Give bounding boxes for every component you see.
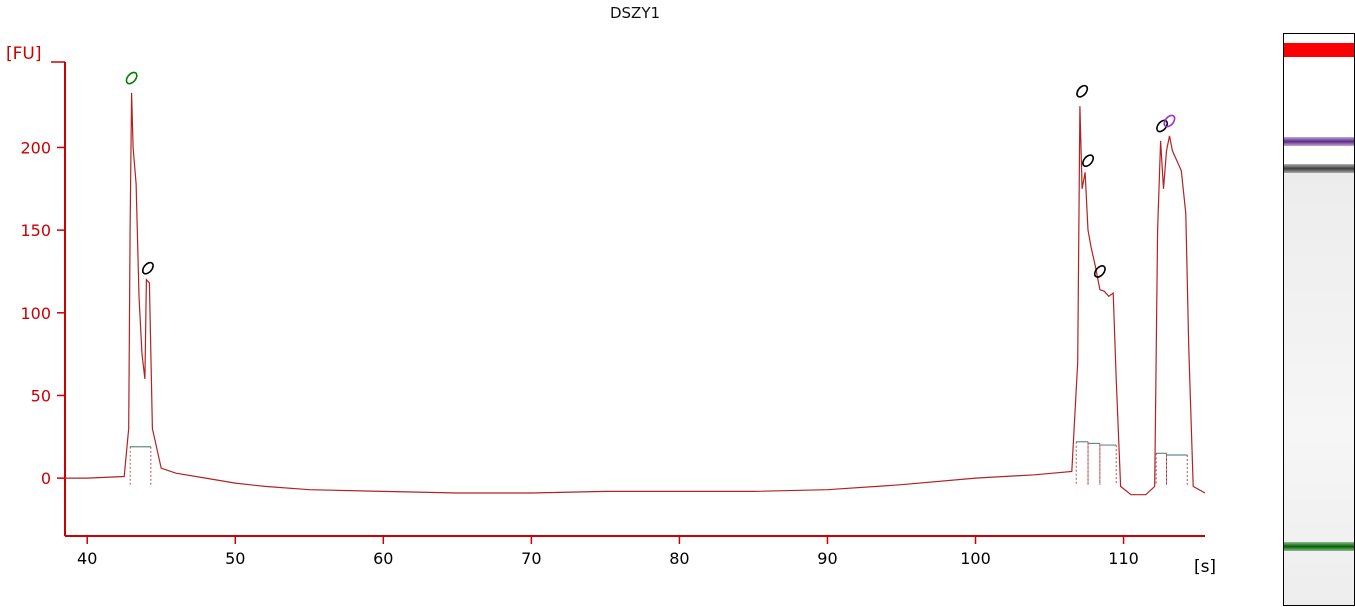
gel-band xyxy=(1284,43,1354,57)
axes-group xyxy=(51,61,1205,544)
gel-band xyxy=(1284,164,1354,173)
chart-title: DSZY1 xyxy=(609,4,661,22)
x-tick-label: 110 xyxy=(1108,549,1139,568)
electropherogram-plot: 0 50 100 150 200 40 50 60 70 80 90 100 110 [FU] [s] xyxy=(6,44,1216,577)
y-tick-label: 50 xyxy=(31,386,51,405)
peak-marker xyxy=(125,71,138,85)
gel-lane-image xyxy=(1283,33,1355,606)
y-tick-label: 0 xyxy=(41,469,51,488)
x-tick-label: 70 xyxy=(521,549,541,568)
trace-group xyxy=(65,92,1206,496)
x-axis-label: [s] xyxy=(1194,557,1216,577)
peak-marker xyxy=(1082,154,1095,168)
x-tick-label: 40 xyxy=(77,549,97,568)
peak-marker xyxy=(141,261,154,275)
peak-marker xyxy=(1093,265,1106,278)
peak-marker xyxy=(1076,84,1089,98)
axis-labels: 0 50 100 150 200 40 50 60 70 80 90 100 110 [FU] [s] xyxy=(6,44,1216,577)
x-tick-label: 80 xyxy=(669,549,689,568)
x-tick-label: 50 xyxy=(225,549,245,568)
peak-marker xyxy=(1163,114,1176,128)
trace-line xyxy=(65,92,1206,496)
peak-marker xyxy=(1156,119,1169,133)
gel-lane-background xyxy=(1284,169,1354,605)
x-tick-label: 60 xyxy=(373,549,393,568)
y-tick-label: 200 xyxy=(20,138,51,157)
x-tick-label: 90 xyxy=(817,549,837,568)
peak-markers xyxy=(125,71,1176,278)
y-axis-label: [FU] xyxy=(6,44,42,64)
y-tick-label: 150 xyxy=(20,221,51,240)
gel-band xyxy=(1284,137,1354,146)
integration-baselines xyxy=(129,441,1188,485)
y-tick-label: 100 xyxy=(20,304,51,323)
gel-band xyxy=(1284,542,1354,551)
x-tick-label: 100 xyxy=(960,549,991,568)
